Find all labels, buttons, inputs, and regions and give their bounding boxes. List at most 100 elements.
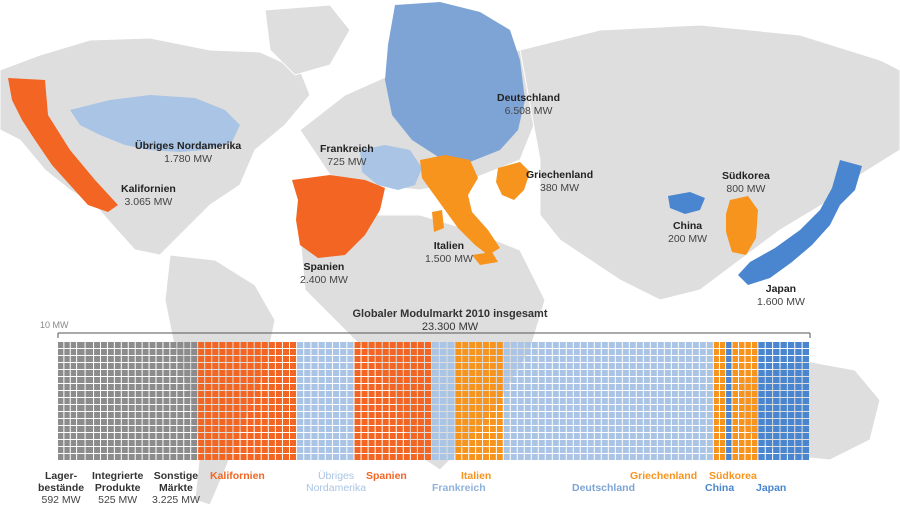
waffle-cell	[396, 405, 403, 411]
waffle-cell	[594, 398, 601, 404]
waffle-cell	[275, 398, 282, 404]
waffle-cell	[483, 426, 489, 432]
waffle-cell	[629, 447, 636, 453]
waffle-cell	[559, 398, 566, 404]
waffle-cell	[795, 447, 802, 453]
waffle-cell	[424, 426, 431, 432]
waffle-cell	[706, 370, 713, 376]
waffle-cell	[149, 356, 156, 362]
waffle-cell	[389, 447, 396, 453]
waffle-cell	[100, 454, 107, 460]
waffle-cell	[622, 419, 629, 425]
waffle-cell	[439, 447, 447, 453]
greenland-shape	[264, 4, 351, 76]
waffle-cell	[114, 412, 121, 418]
scale-note: 10 MW	[40, 320, 69, 330]
waffle-cell	[275, 391, 282, 397]
waffle-cell	[389, 419, 396, 425]
waffle-cell	[510, 447, 517, 453]
waffle-cell	[424, 370, 431, 376]
waffle-cell	[531, 426, 538, 432]
waffle-cell	[580, 426, 587, 432]
waffle-cell	[240, 405, 247, 411]
waffle-cell	[538, 426, 545, 432]
waffle-cell	[732, 405, 738, 411]
waffle-cell	[332, 440, 340, 446]
waffle-cell	[732, 398, 738, 404]
waffle-cell	[447, 370, 455, 376]
waffle-cell	[177, 370, 184, 376]
waffle-cell	[503, 377, 510, 383]
waffle-cell	[615, 342, 622, 348]
waffle-cell	[375, 426, 382, 432]
waffle-cell	[114, 426, 121, 432]
waffle-cell	[375, 398, 382, 404]
waffle-cell	[163, 384, 170, 390]
waffle-cell	[100, 384, 107, 390]
waffle-cell	[745, 454, 751, 460]
waffle-cell	[410, 405, 417, 411]
waffle-cell	[233, 398, 240, 404]
waffle-cell	[275, 356, 282, 362]
waffle-cell	[128, 433, 135, 439]
waffle-cell	[699, 419, 706, 425]
waffle-cell	[615, 370, 622, 376]
waffle-cell	[142, 447, 149, 453]
waffle-cell	[382, 363, 389, 369]
waffle-cell	[254, 419, 261, 425]
japan-shape	[738, 160, 862, 285]
waffle-cell	[403, 391, 410, 397]
waffle-cell	[739, 447, 745, 453]
waffle-cell	[94, 447, 100, 453]
waffle-cell	[347, 356, 354, 362]
waffle-cell	[732, 447, 738, 453]
waffle-cell	[566, 426, 573, 432]
waffle-cell	[163, 342, 170, 348]
waffle-cell	[205, 440, 212, 446]
waffle-cell	[745, 447, 751, 453]
waffle-cell	[410, 384, 417, 390]
waffle-cell	[802, 363, 809, 369]
waffle-cell	[692, 342, 699, 348]
waffle-cell	[726, 419, 732, 425]
waffle-segment-7	[455, 342, 503, 460]
waffle-cell	[212, 384, 219, 390]
waffle-cell	[483, 391, 489, 397]
waffle-cell	[559, 384, 566, 390]
waffle-cell	[85, 377, 94, 383]
waffle-cell	[594, 447, 601, 453]
waffle-cell	[545, 384, 552, 390]
waffle-cell	[389, 349, 396, 355]
waffle-cell	[410, 412, 417, 418]
waffle-cell	[289, 384, 297, 390]
waffle-cell	[629, 370, 636, 376]
waffle-cell	[382, 349, 389, 355]
waffle-cell	[643, 342, 650, 348]
waffle-cell	[163, 426, 170, 432]
waffle-cell	[657, 342, 664, 348]
waffle-cell	[177, 454, 184, 460]
waffle-cell	[503, 370, 510, 376]
waffle-cell	[403, 363, 410, 369]
waffle-cell	[361, 398, 368, 404]
waffle-cell	[107, 433, 114, 439]
waffle-cell	[114, 349, 121, 355]
waffle-cell	[580, 370, 587, 376]
waffle-cell	[580, 349, 587, 355]
waffle-cell	[212, 377, 219, 383]
waffle-cell	[489, 433, 496, 439]
waffle-cell	[282, 363, 289, 369]
waffle-cell	[559, 419, 566, 425]
waffle-cell	[354, 405, 361, 411]
waffle-cell	[275, 384, 282, 390]
waffle-cell	[566, 419, 573, 425]
waffle-cell	[135, 405, 142, 411]
waffle-cell	[608, 454, 615, 460]
waffle-cell	[657, 454, 664, 460]
waffle-cell	[289, 433, 297, 439]
waffle-cell	[455, 433, 462, 439]
waffle-cell	[447, 419, 455, 425]
waffle-cell	[573, 349, 580, 355]
waffle-cell	[375, 433, 382, 439]
waffle-cell	[58, 426, 64, 432]
